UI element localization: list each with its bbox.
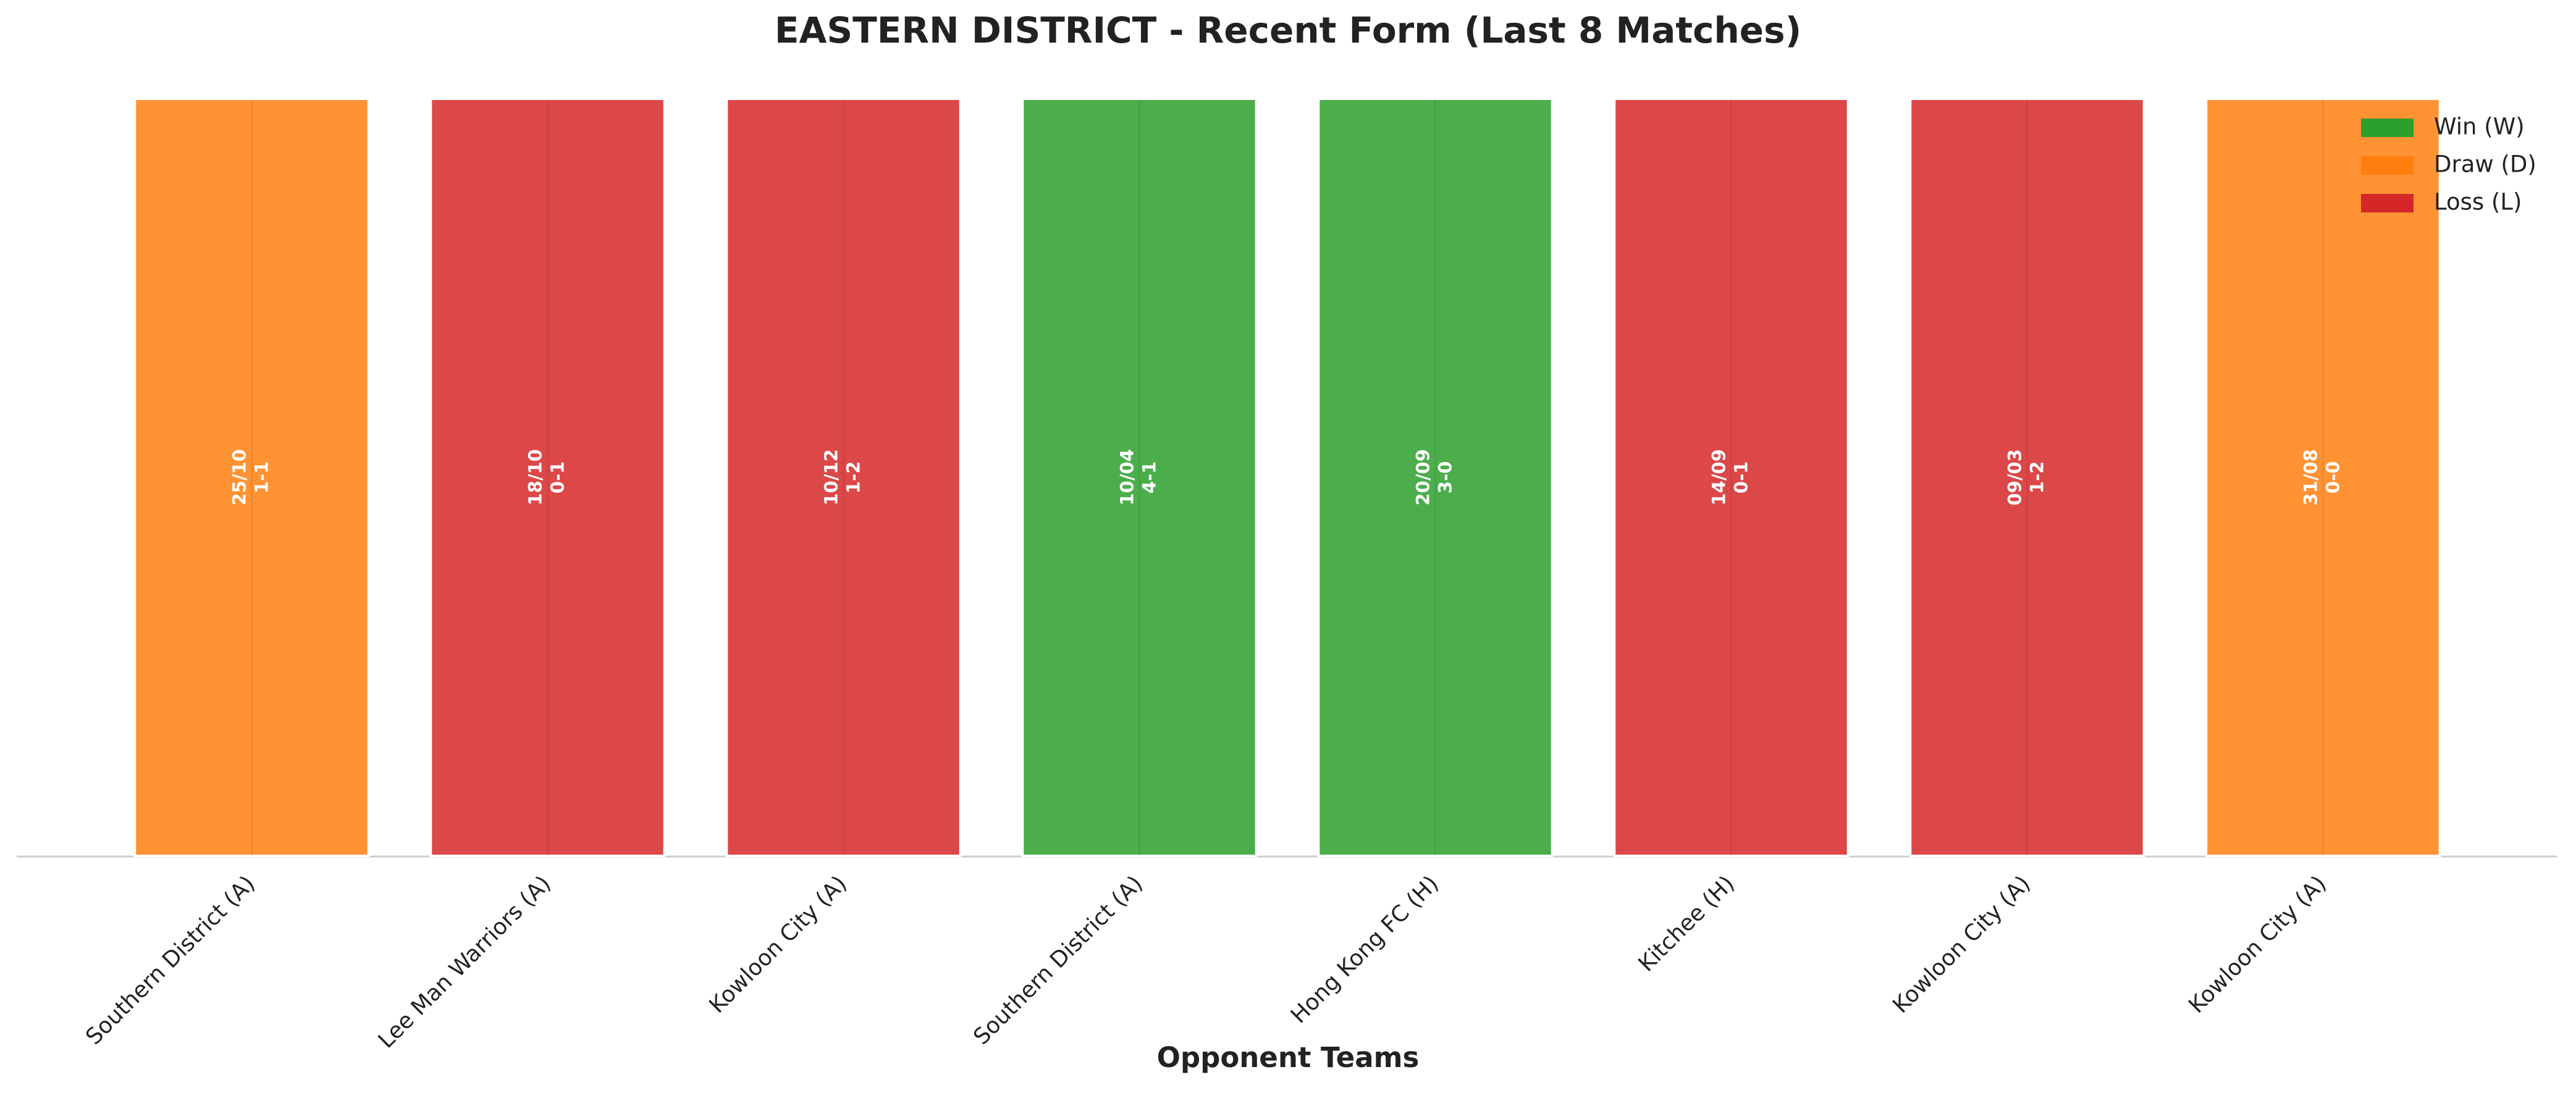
- bar: [725, 98, 962, 857]
- bar: [429, 98, 666, 857]
- bar-score-label: 0-1: [547, 461, 568, 493]
- bar: [1909, 98, 2145, 857]
- x-tick-label: Hong Kong FC (H): [1286, 871, 1444, 1028]
- bar-score-label: 4-1: [1139, 461, 1160, 493]
- bar: [1021, 98, 1258, 857]
- legend-swatch: [2361, 156, 2414, 175]
- bar-score-label: 0-1: [1731, 461, 1752, 493]
- x-axis-label: Opponent Teams: [1157, 1041, 1420, 1074]
- bar-date-label: 09/03: [2005, 449, 2026, 505]
- bar-date-label: 18/10: [525, 449, 546, 505]
- bar-score-label: 1-1: [251, 461, 272, 493]
- x-tick-label: Kitchee (H): [1634, 871, 1740, 976]
- bar-score-label: 0-0: [2323, 461, 2344, 493]
- bar-date-label: 31/08: [2300, 449, 2321, 505]
- bar-score-label: 3-0: [1435, 461, 1456, 493]
- legend-label: Draw (D): [2434, 151, 2536, 178]
- bar-date-label: 25/10: [229, 449, 250, 505]
- bar-date-label: 10/12: [821, 449, 842, 505]
- x-tick-label: Kowloon City (A): [1888, 871, 2035, 1018]
- bar: [1317, 98, 1554, 857]
- x-tick-label: Southern District (A): [969, 871, 1148, 1050]
- legend-label: Loss (L): [2434, 189, 2522, 216]
- bar-date-label: 20/09: [1413, 449, 1434, 505]
- bar: [1613, 98, 1850, 857]
- x-tick-label: Lee Man Warriors (A): [374, 871, 556, 1053]
- legend-swatch: [2361, 194, 2414, 212]
- chart-title: EASTERN DISTRICT - Recent Form (Last 8 M…: [775, 9, 1801, 51]
- bar: [133, 98, 370, 857]
- bar-date-label: 14/09: [1709, 449, 1730, 505]
- x-tick-label: Kowloon City (A): [704, 871, 852, 1018]
- legend-swatch: [2361, 119, 2414, 137]
- bar-score-label: 1-2: [843, 461, 864, 493]
- bar-score-label: 1-2: [2027, 461, 2048, 493]
- x-tick-label: Southern District (A): [81, 871, 260, 1050]
- legend-label: Win (W): [2434, 114, 2525, 140]
- x-tick-label: Kowloon City (A): [2184, 871, 2331, 1018]
- bar-date-label: 10/04: [1117, 449, 1138, 505]
- bar: [2205, 98, 2441, 857]
